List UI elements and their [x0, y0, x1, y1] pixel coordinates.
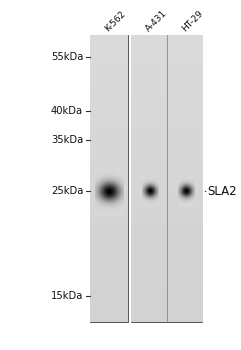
Text: A-431: A-431: [144, 8, 169, 33]
Text: 40kDa: 40kDa: [51, 106, 83, 116]
Text: SLA2: SLA2: [207, 185, 236, 198]
Text: 15kDa: 15kDa: [51, 291, 83, 301]
Bar: [90, 35, 128, 322]
Text: HT-29: HT-29: [180, 9, 204, 33]
Bar: [131, 35, 202, 322]
Text: 35kDa: 35kDa: [51, 135, 83, 145]
Text: 25kDa: 25kDa: [51, 187, 83, 196]
Text: 55kDa: 55kDa: [51, 51, 83, 62]
Text: K-562: K-562: [103, 9, 127, 33]
